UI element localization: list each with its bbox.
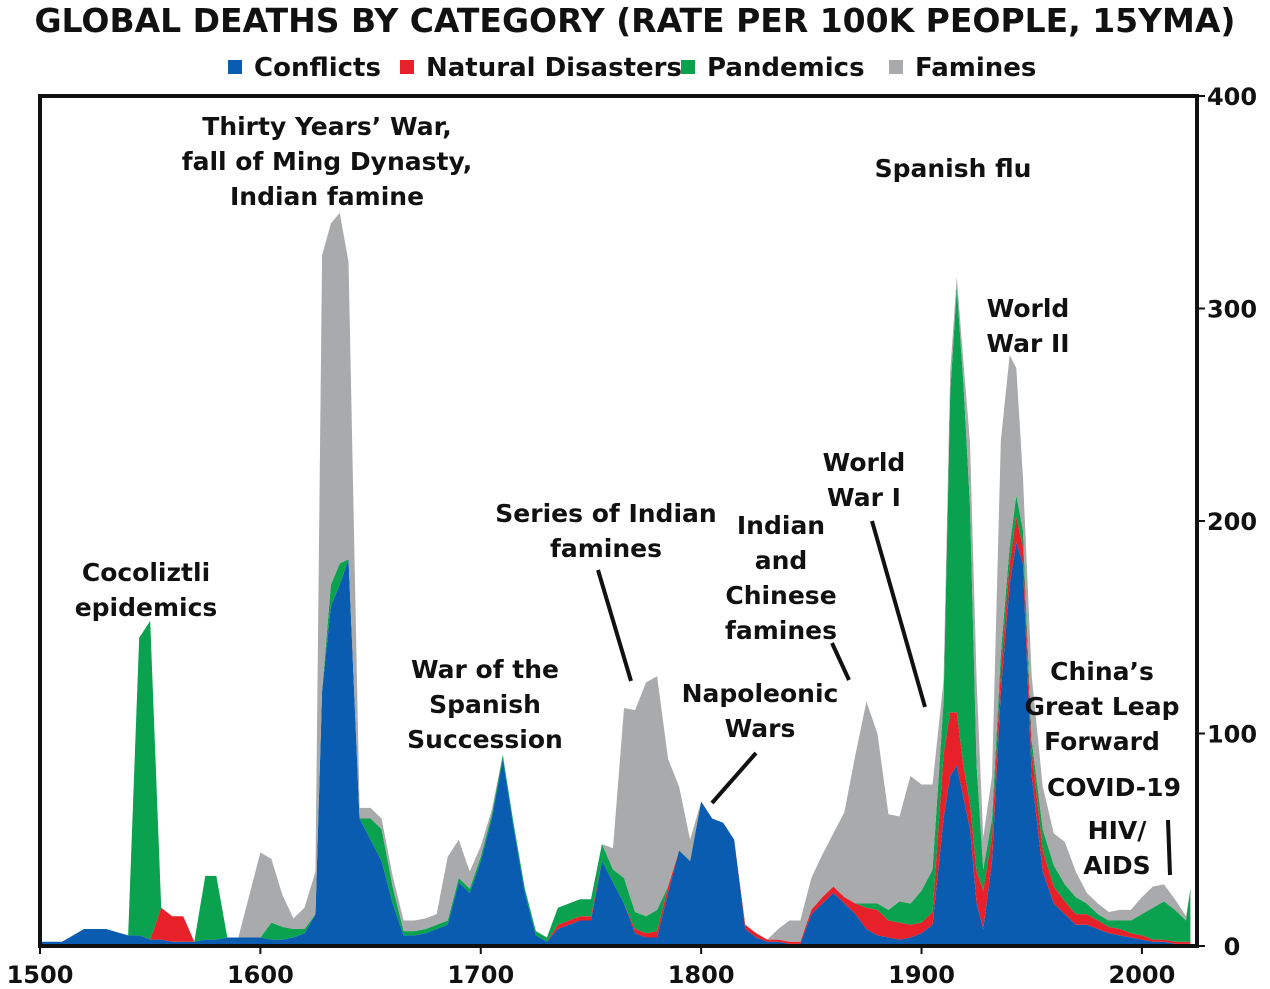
annotation-6: World War I xyxy=(823,448,906,512)
annotation-0: Thirty Years’ War, fall of Ming Dynasty, I… xyxy=(182,112,473,211)
chart-title: GLOBAL DEATHS BY CATEGORY (RATE PER 100K… xyxy=(34,1,1235,40)
series-area-3 xyxy=(40,212,1191,942)
annotation-3: Series of Indian famines xyxy=(495,499,716,563)
y-axis: 0 100 200 300 400 xyxy=(1197,83,1257,961)
x-tick-label-0: 1500 xyxy=(7,961,74,989)
annotation-2: War of the Spanish Succession xyxy=(407,655,563,754)
pointer-line-0 xyxy=(596,569,633,682)
series-area-2 xyxy=(40,287,1191,942)
legend-label-1: Natural Disasters xyxy=(426,53,682,83)
y-tick-label-1: 100 xyxy=(1207,721,1257,749)
legend: Conflicts Natural Disasters Pandemics Famin… xyxy=(228,53,1036,83)
pointer-line-3 xyxy=(870,520,927,708)
y-tick-label-0: 0 xyxy=(1224,933,1241,961)
legend-swatch-0 xyxy=(228,60,242,74)
annotation-11: HIV/AIDS xyxy=(1083,816,1150,880)
y-tick-label-4: 400 xyxy=(1207,83,1257,111)
pointer-line-4 xyxy=(1166,819,1172,876)
annotation-8: World War II xyxy=(986,294,1069,358)
legend-label-3: Famines xyxy=(915,53,1036,83)
pointer-line-2 xyxy=(830,642,851,681)
x-tick-label-2: 1700 xyxy=(447,961,514,989)
legend-swatch-3 xyxy=(889,60,903,74)
annotation-5: Indian and Chinese famines xyxy=(725,511,837,645)
legend-swatch-1 xyxy=(400,60,414,74)
legend-label-0: Conflicts xyxy=(254,53,381,83)
annotation-1: Cocoliztli epidemics xyxy=(75,558,218,622)
pointer-line-1 xyxy=(710,751,758,805)
x-tick-label-5: 2000 xyxy=(1109,961,1176,989)
y-tick-label-2: 200 xyxy=(1207,508,1257,536)
legend-label-2: Pandemics xyxy=(707,53,865,83)
annotation-pointers xyxy=(596,520,1172,876)
annotations: Thirty Years’ War, fall of Ming Dynasty, I… xyxy=(75,112,1181,880)
legend-swatch-2 xyxy=(681,60,695,74)
plot-areas xyxy=(40,212,1191,946)
series-area-0 xyxy=(40,542,1191,946)
x-tick-label-4: 1900 xyxy=(888,961,955,989)
annotation-4: Napoleonic Wars xyxy=(682,679,839,743)
y-tick-label-3: 300 xyxy=(1207,296,1257,324)
x-axis: 1500 1600 1700 1800 1900 2000 xyxy=(7,946,1176,989)
annotation-7: Spanish flu xyxy=(875,154,1032,183)
annotation-10: COVID-19 xyxy=(1047,773,1181,802)
x-tick-label-3: 1800 xyxy=(668,961,735,989)
annotation-9: China’s Great Leap Forward xyxy=(1025,657,1180,756)
x-tick-label-1: 1600 xyxy=(227,961,294,989)
